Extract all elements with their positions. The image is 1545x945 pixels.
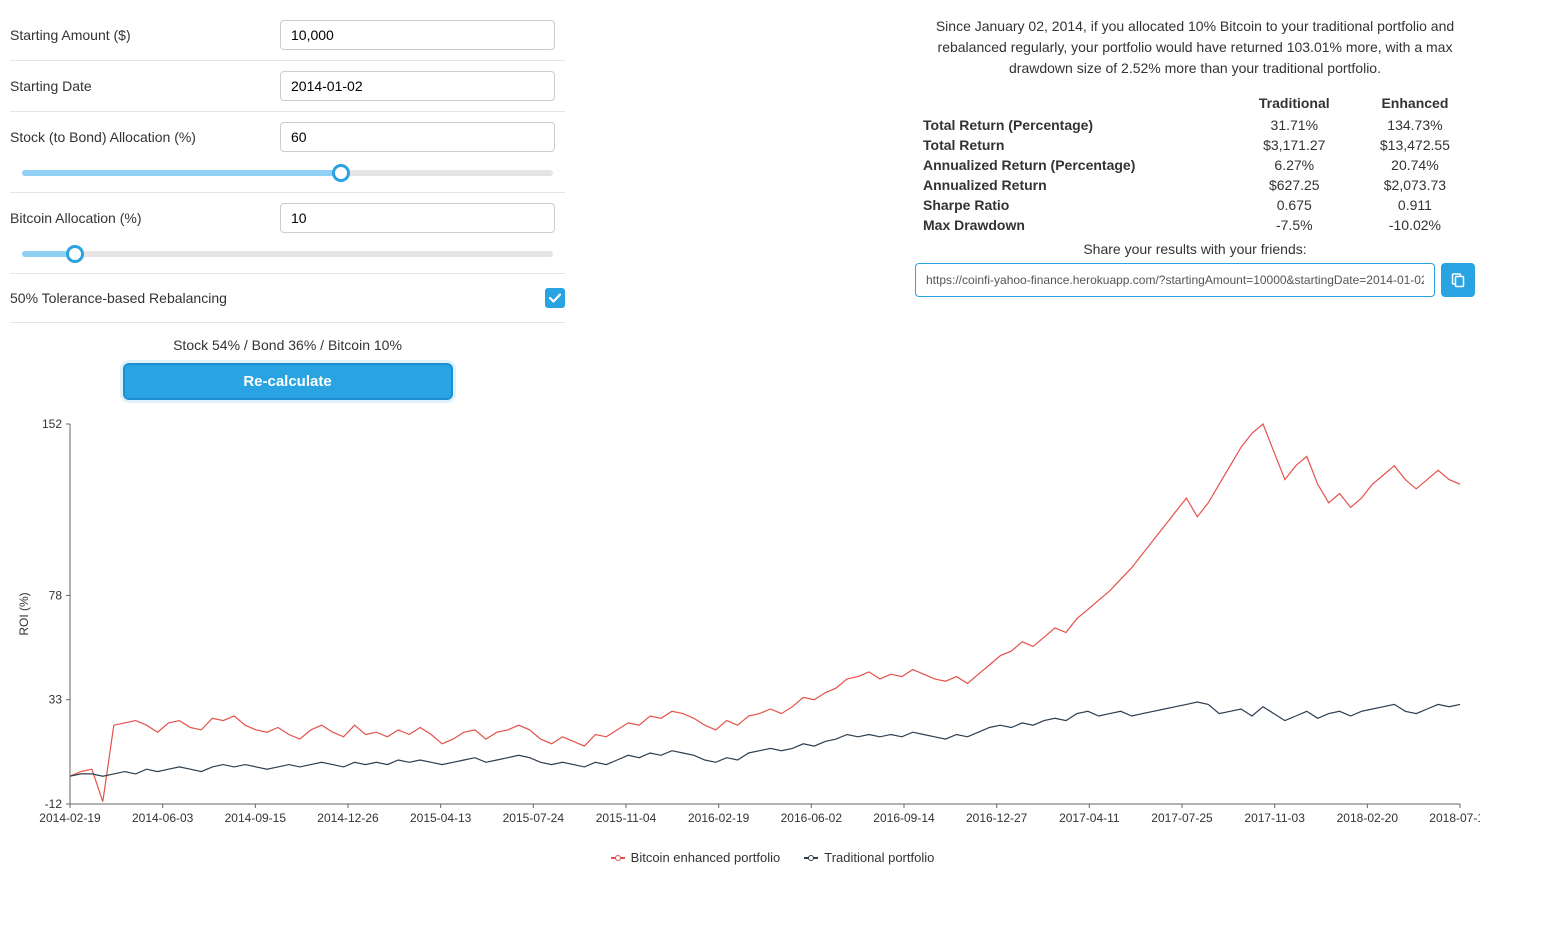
svg-text:2018-07-13: 2018-07-13	[1429, 811, 1480, 825]
results-row: Total Return$3,171.27$13,472.55	[915, 135, 1475, 155]
rebalancing-label: 50% Tolerance-based Rebalancing	[10, 290, 227, 306]
rebalancing-checkbox[interactable]	[545, 288, 565, 308]
results-table: TraditionalEnhanced Total Return (Percen…	[915, 91, 1475, 235]
svg-text:2016-12-27: 2016-12-27	[966, 811, 1028, 825]
recalculate-button[interactable]: Re-calculate	[123, 363, 453, 400]
chart-legend: Bitcoin enhanced portfolio Traditional po…	[10, 844, 1535, 865]
results-cell: 0.675	[1234, 195, 1355, 215]
svg-text:33: 33	[49, 693, 63, 707]
results-header: Traditional	[1234, 91, 1355, 115]
check-icon	[548, 291, 562, 305]
legend-item: Bitcoin enhanced portfolio	[611, 850, 781, 865]
starting-amount-input[interactable]	[280, 20, 555, 50]
svg-text:2016-09-14: 2016-09-14	[873, 811, 935, 825]
svg-text:2014-12-26: 2014-12-26	[317, 811, 379, 825]
results-cell: Max Drawdown	[915, 215, 1234, 235]
stock-slider-thumb[interactable]	[332, 164, 350, 182]
results-panel: Since January 02, 2014, if you allocated…	[915, 10, 1475, 400]
results-cell: Sharpe Ratio	[915, 195, 1234, 215]
summary-text: Since January 02, 2014, if you allocated…	[915, 10, 1475, 91]
stock-alloc-slider[interactable]	[22, 170, 553, 176]
results-cell: 6.27%	[1234, 155, 1355, 175]
starting-amount-row: Starting Amount ($)	[10, 10, 565, 61]
bitcoin-alloc-label: Bitcoin Allocation (%)	[10, 210, 280, 226]
stock-alloc-label: Stock (to Bond) Allocation (%)	[10, 129, 280, 145]
share-url-input[interactable]	[915, 263, 1435, 297]
stock-alloc-slider-row	[10, 162, 565, 193]
results-cell: Total Return	[915, 135, 1234, 155]
results-cell: Annualized Return	[915, 175, 1234, 195]
bitcoin-alloc-input[interactable]	[280, 203, 555, 233]
roi-chart: -12 33 78 152 ROI (%) 2014-02-19 2014-06-03 201…	[10, 414, 1480, 844]
results-cell: $2,073.73	[1355, 175, 1475, 195]
results-cell: Annualized Return (Percentage)	[915, 155, 1234, 175]
svg-text:2016-02-19: 2016-02-19	[688, 811, 750, 825]
results-cell: -7.5%	[1234, 215, 1355, 235]
svg-text:2014-09-15: 2014-09-15	[225, 811, 287, 825]
results-header	[915, 91, 1234, 115]
rebalancing-row: 50% Tolerance-based Rebalancing	[10, 274, 565, 323]
results-cell: -10.02%	[1355, 215, 1475, 235]
svg-text:2015-04-13: 2015-04-13	[410, 811, 472, 825]
bitcoin-alloc-row: Bitcoin Allocation (%)	[10, 193, 565, 243]
results-row: Sharpe Ratio0.6750.911	[915, 195, 1475, 215]
svg-text:2015-07-24: 2015-07-24	[503, 811, 565, 825]
legend-item: Traditional portfolio	[804, 850, 934, 865]
results-row: Annualized Return (Percentage)6.27%20.74…	[915, 155, 1475, 175]
results-row: Total Return (Percentage)31.71%134.73%	[915, 115, 1475, 135]
svg-text:2014-02-19: 2014-02-19	[39, 811, 101, 825]
svg-text:2017-11-03: 2017-11-03	[1244, 811, 1305, 825]
svg-text:2017-04-11: 2017-04-11	[1059, 811, 1120, 825]
stock-alloc-input[interactable]	[280, 122, 555, 152]
results-cell: $3,171.27	[1234, 135, 1355, 155]
results-cell: 20.74%	[1355, 155, 1475, 175]
results-row: Max Drawdown-7.5%-10.02%	[915, 215, 1475, 235]
svg-text:2017-07-25: 2017-07-25	[1151, 811, 1213, 825]
bitcoin-alloc-slider[interactable]	[22, 251, 553, 257]
svg-text:2014-06-03: 2014-06-03	[132, 811, 194, 825]
share-label: Share your results with your friends:	[915, 235, 1475, 263]
svg-text:78: 78	[49, 588, 63, 602]
legend-swatch	[804, 857, 818, 859]
roi-chart-container: -12 33 78 152 ROI (%) 2014-02-19 2014-06-03 201…	[10, 414, 1535, 865]
results-cell: 31.71%	[1234, 115, 1355, 135]
results-cell: 134.73%	[1355, 115, 1475, 135]
copy-icon	[1450, 272, 1466, 288]
svg-text:ROI (%): ROI (%)	[17, 592, 31, 635]
svg-text:2016-06-02: 2016-06-02	[781, 811, 843, 825]
legend-swatch	[611, 857, 625, 859]
copy-button[interactable]	[1441, 263, 1475, 297]
starting-amount-label: Starting Amount ($)	[10, 27, 280, 43]
svg-text:-12: -12	[45, 797, 63, 811]
starting-date-label: Starting Date	[10, 78, 280, 94]
stock-alloc-row: Stock (to Bond) Allocation (%)	[10, 112, 565, 162]
results-cell: $13,472.55	[1355, 135, 1475, 155]
controls-panel: Starting Amount ($) Starting Date Stock …	[10, 10, 565, 400]
svg-text:2015-11-04: 2015-11-04	[596, 811, 657, 825]
results-row: Annualized Return$627.25$2,073.73	[915, 175, 1475, 195]
results-cell: $627.25	[1234, 175, 1355, 195]
legend-label: Traditional portfolio	[824, 850, 934, 865]
starting-date-row: Starting Date	[10, 61, 565, 112]
bitcoin-slider-thumb[interactable]	[66, 245, 84, 263]
svg-text:2018-02-20: 2018-02-20	[1337, 811, 1399, 825]
bitcoin-alloc-slider-row	[10, 243, 565, 274]
share-row	[915, 263, 1475, 297]
starting-date-input[interactable]	[280, 71, 555, 101]
svg-text:152: 152	[42, 417, 62, 431]
allocation-summary: Stock 54% / Bond 36% / Bitcoin 10%	[10, 323, 565, 363]
results-header: Enhanced	[1355, 91, 1475, 115]
results-cell: 0.911	[1355, 195, 1475, 215]
stock-slider-fill	[22, 170, 341, 176]
legend-label: Bitcoin enhanced portfolio	[631, 850, 781, 865]
results-cell: Total Return (Percentage)	[915, 115, 1234, 135]
